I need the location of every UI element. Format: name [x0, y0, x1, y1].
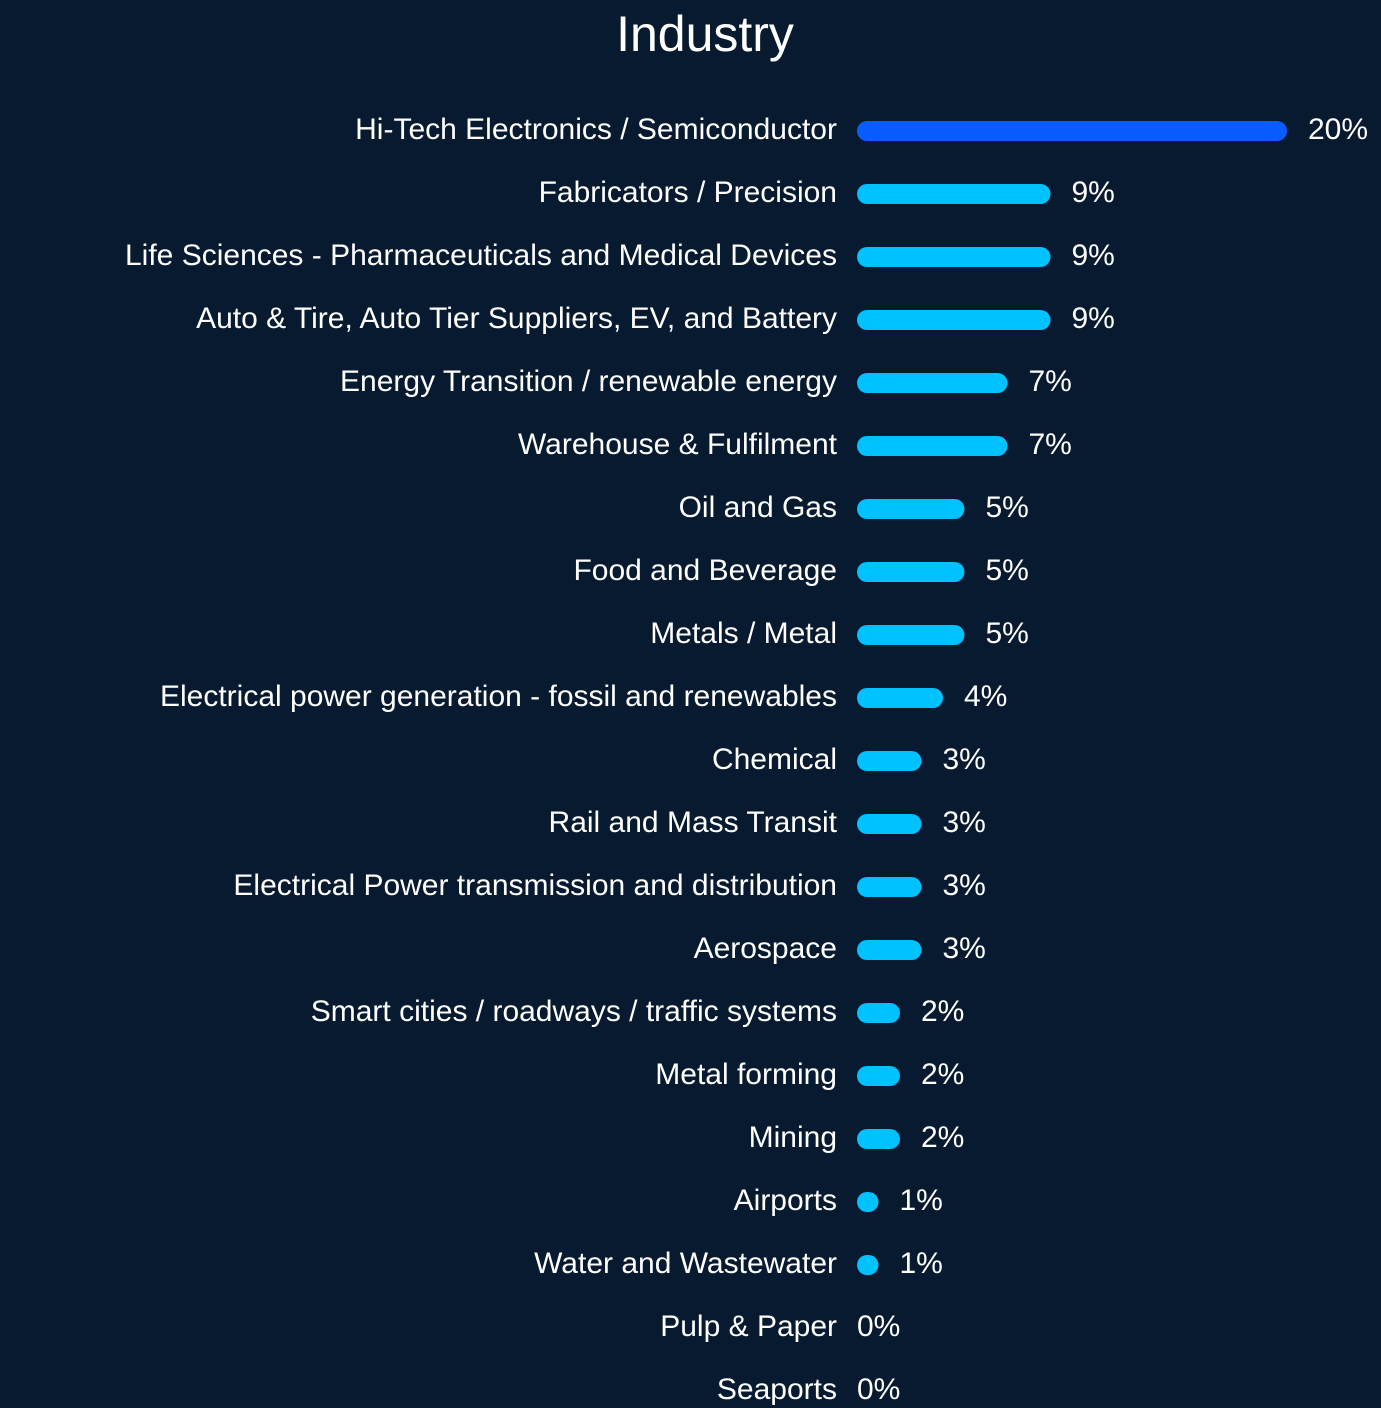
bar	[857, 436, 1008, 456]
bar	[857, 562, 965, 582]
bar	[857, 688, 943, 708]
value-label: 9%	[1072, 176, 1115, 209]
value-label: 0%	[857, 1310, 900, 1343]
bar	[857, 1192, 879, 1212]
category-label: Metal forming	[655, 1058, 837, 1091]
value-label: 4%	[964, 680, 1007, 713]
category-label: Oil and Gas	[679, 491, 837, 524]
value-label: 3%	[943, 869, 986, 902]
category-label: Warehouse & Fulfilment	[518, 428, 838, 461]
bar	[857, 373, 1008, 393]
bar	[857, 625, 965, 645]
bar	[857, 814, 922, 834]
category-label: Rail and Mass Transit	[549, 806, 838, 839]
bar	[857, 310, 1051, 330]
value-label: 3%	[943, 806, 986, 839]
value-label: 3%	[943, 743, 986, 776]
value-label: 2%	[921, 995, 964, 1028]
bar	[857, 1003, 900, 1023]
bar	[857, 184, 1051, 204]
value-label: 9%	[1072, 302, 1115, 335]
category-label: Food and Beverage	[573, 554, 837, 587]
value-label: 7%	[1029, 365, 1072, 398]
value-label: 2%	[921, 1121, 964, 1154]
category-label: Aerospace	[694, 932, 837, 965]
value-label: 0%	[857, 1373, 900, 1406]
bar	[857, 751, 922, 771]
category-label: Airports	[734, 1184, 837, 1217]
value-label: 5%	[986, 491, 1029, 524]
category-label: Metals / Metal	[650, 617, 837, 650]
bar	[857, 877, 922, 897]
category-label: Water and Wastewater	[534, 1247, 837, 1280]
category-label: Life Sciences - Pharmaceuticals and Medi…	[125, 239, 837, 272]
bar	[857, 1255, 879, 1275]
value-label: 5%	[986, 554, 1029, 587]
value-label: 7%	[1029, 428, 1072, 461]
value-label: 1%	[900, 1247, 943, 1280]
category-label: Mining	[749, 1121, 837, 1154]
value-label: 3%	[943, 932, 986, 965]
chart-title: Industry	[616, 6, 794, 62]
category-label: Electrical Power transmission and distri…	[233, 869, 837, 902]
category-label: Seaports	[717, 1373, 837, 1406]
bar	[857, 499, 965, 519]
bar	[857, 940, 922, 960]
category-label: Energy Transition / renewable energy	[340, 365, 837, 398]
value-label: 9%	[1072, 239, 1115, 272]
category-label: Smart cities / roadways / traffic system…	[311, 995, 837, 1028]
category-label: Fabricators / Precision	[539, 176, 837, 209]
category-label: Electrical power generation - fossil and…	[160, 680, 837, 713]
value-label: 20%	[1308, 113, 1368, 146]
value-label: 2%	[921, 1058, 964, 1091]
bar	[857, 247, 1051, 267]
bar	[857, 1129, 900, 1149]
value-label: 1%	[900, 1184, 943, 1217]
bar	[857, 1066, 900, 1086]
category-label: Auto & Tire, Auto Tier Suppliers, EV, an…	[196, 302, 837, 335]
category-label: Hi-Tech Electronics / Semiconductor	[355, 113, 837, 146]
value-label: 5%	[986, 617, 1029, 650]
category-label: Chemical	[712, 743, 837, 776]
category-label: Pulp & Paper	[660, 1310, 837, 1343]
bar	[857, 121, 1287, 141]
